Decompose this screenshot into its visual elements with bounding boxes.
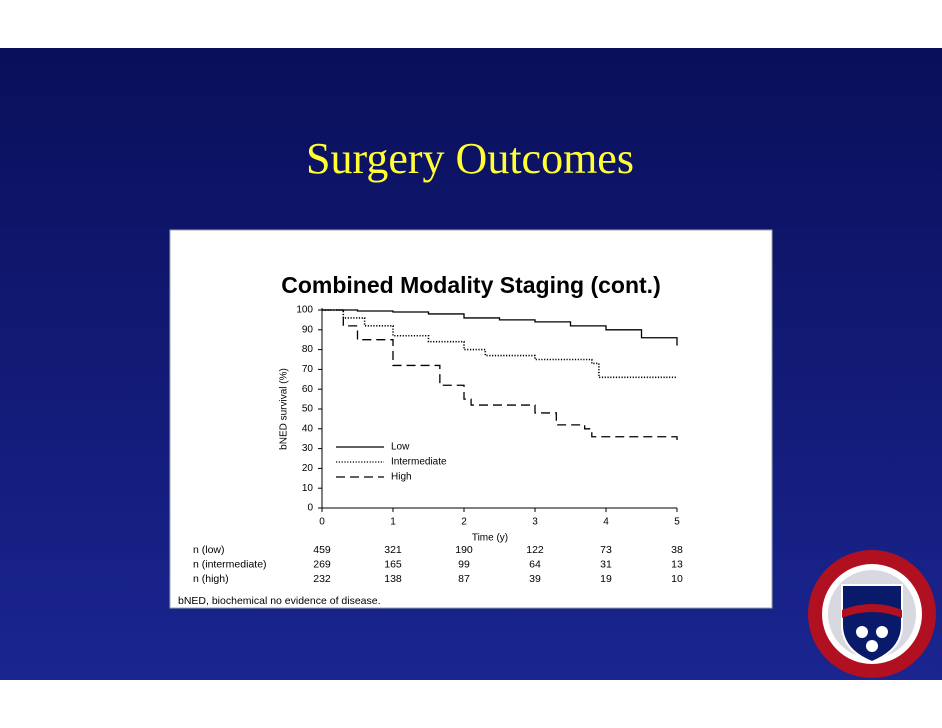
y-tick-label: 70 <box>302 364 314 375</box>
university-seal <box>808 550 936 678</box>
risk-count: 13 <box>671 558 683 570</box>
x-tick-label: 1 <box>390 517 396 528</box>
chart-title: Combined Modality Staging (cont.) <box>281 272 660 298</box>
chart-panel <box>169 229 773 609</box>
risk-count: 232 <box>313 573 331 585</box>
legend-label: Intermediate <box>391 457 447 468</box>
risk-count: 64 <box>529 558 541 570</box>
y-tick-label: 60 <box>302 384 314 395</box>
x-tick-label: 4 <box>603 517 609 528</box>
y-tick-label: 0 <box>307 503 313 514</box>
y-tick-label: 30 <box>302 443 314 454</box>
risk-row-label: n (high) <box>193 573 229 585</box>
y-tick-label: 10 <box>302 483 314 494</box>
x-axis-label: Time (y) <box>472 533 508 544</box>
y-axis-label: bNED survival (%) <box>279 368 290 450</box>
risk-count: 99 <box>458 558 470 570</box>
risk-count: 321 <box>384 544 402 556</box>
risk-count: 10 <box>671 573 683 585</box>
slide-title: Surgery Outcomes <box>306 134 634 183</box>
risk-count: 38 <box>671 544 683 556</box>
risk-count: 269 <box>313 558 331 570</box>
x-tick-label: 5 <box>674 517 680 528</box>
legend-label: High <box>391 472 412 483</box>
footnote: bNED, biochemical no evidence of disease… <box>178 595 381 607</box>
risk-count: 31 <box>600 558 612 570</box>
y-tick-label: 20 <box>302 463 314 474</box>
risk-count: 165 <box>384 558 402 570</box>
risk-row-label: n (intermediate) <box>193 558 267 570</box>
y-tick-label: 90 <box>302 324 314 335</box>
x-tick-label: 2 <box>461 517 467 528</box>
y-tick-label: 40 <box>302 423 314 434</box>
risk-count: 122 <box>526 544 544 556</box>
y-tick-label: 80 <box>302 344 314 355</box>
legend-label: Low <box>391 442 410 453</box>
survival-curve <box>322 309 677 379</box>
x-tick-label: 3 <box>532 517 538 528</box>
x-tick-label: 0 <box>319 517 325 528</box>
risk-count: 459 <box>313 544 331 556</box>
risk-count: 39 <box>529 573 541 585</box>
survival-curve <box>322 309 678 346</box>
survival-curve <box>322 309 678 443</box>
risk-count: 138 <box>384 573 402 585</box>
y-tick-label: 100 <box>296 305 313 316</box>
risk-row-label: n (low) <box>193 544 225 556</box>
y-tick-label: 50 <box>302 404 314 415</box>
risk-count: 73 <box>600 544 612 556</box>
risk-count: 190 <box>455 544 473 556</box>
risk-count: 87 <box>458 573 470 585</box>
risk-count: 19 <box>600 573 612 585</box>
